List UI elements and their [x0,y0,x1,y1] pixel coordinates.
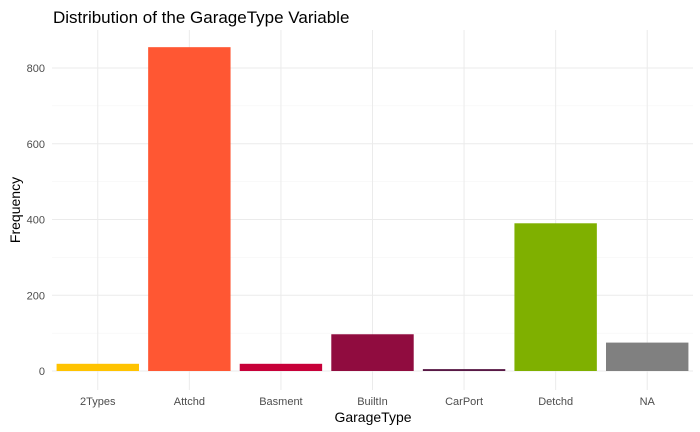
y-tick-label: 0 [39,366,45,378]
y-tick-label: 400 [27,215,45,227]
bar-carport [422,369,506,371]
bars [56,47,689,371]
y-tick-label: 800 [27,63,45,75]
x-tick-label: Basment [259,396,302,408]
bar-attchd [148,47,231,371]
bar-na [606,342,689,371]
bar-detchd [514,223,597,371]
bar-basment [239,363,323,371]
y-axis-title: Frequency [7,177,23,243]
y-tick-label: 600 [27,139,45,151]
x-tick-label: CarPort [445,396,483,408]
y-tick-label: 200 [27,290,45,302]
x-tick-label: BuiltIn [357,396,388,408]
x-tick-label: Detchd [538,396,573,408]
chart-title: Distribution of the GarageType Variable [53,8,349,27]
bar-builtin [331,334,414,371]
bar-2types [56,363,139,371]
x-axis-title: GarageType [334,409,411,425]
x-tick-label: 2Types [80,396,116,408]
x-axis-ticks: 2Types Attchd Basment BuiltIn CarPort Detchd N… [80,396,655,408]
x-tick-label: NA [640,396,656,408]
y-axis-ticks: 0 200 400 600 800 [27,63,45,378]
x-tick-label: Attchd [174,396,205,408]
